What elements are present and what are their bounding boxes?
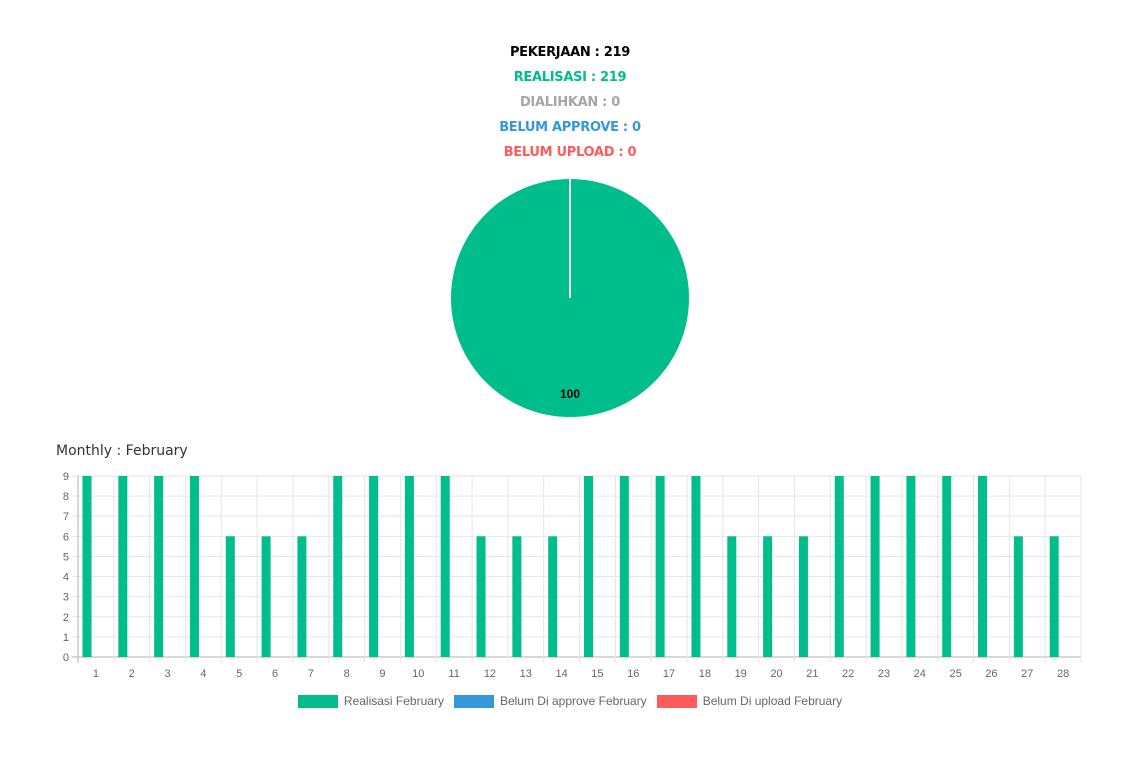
x-tick-label: 22	[842, 668, 854, 680]
x-tick-label: 10	[412, 668, 424, 680]
pie-data-label: 100	[560, 387, 580, 401]
x-tick-label: 17	[663, 668, 675, 680]
x-tick-label: 4	[200, 668, 206, 680]
bar[interactable]	[440, 476, 450, 657]
bar[interactable]	[655, 476, 665, 657]
y-tick-label: 7	[63, 511, 69, 523]
dialihkan-total: DIALIHKAN : 0	[519, 95, 621, 110]
summary-block: PEKERJAAN : 219 REALISASI : 219 DIALIHKA…	[0, 40, 1140, 165]
x-tick-label: 23	[878, 668, 890, 680]
y-tick-label: 4	[63, 572, 69, 584]
legend-swatch-belum-upload	[656, 694, 697, 708]
belum-approve-total: BELUM APPROVE : 0	[499, 120, 641, 135]
y-tick-label: 1	[63, 632, 69, 644]
legend-item-belum-upload[interactable]: Belum Di upload February	[656, 694, 843, 708]
legend-swatch-realisasi	[297, 694, 338, 708]
monthly-chart-title: Monthly : February	[56, 443, 188, 459]
bar[interactable]	[118, 476, 128, 657]
legend-swatch-belum-approve	[453, 694, 494, 708]
y-tick-label: 2	[63, 612, 69, 624]
y-tick-label: 5	[63, 551, 69, 563]
bar[interactable]	[297, 536, 307, 657]
x-tick-label: 18	[699, 668, 711, 680]
y-tick-label: 3	[63, 592, 69, 604]
x-tick-label: 3	[164, 668, 170, 680]
legend-label-belum-approve: Belum Di approve February	[499, 694, 647, 708]
x-tick-label: 13	[520, 668, 532, 680]
chart-legend: Realisasi February Belum Di approve Febr…	[0, 694, 1140, 708]
x-tick-label: 11	[448, 668, 459, 680]
bar[interactable]	[978, 476, 988, 657]
pie-chart: 100	[451, 179, 689, 417]
bar[interactable]	[870, 476, 880, 657]
legend-item-realisasi[interactable]: Realisasi February	[297, 694, 444, 708]
bar[interactable]	[834, 476, 844, 657]
bar[interactable]	[584, 476, 593, 657]
bar[interactable]	[476, 536, 486, 657]
x-tick-label: 27	[1021, 668, 1033, 680]
x-tick-label: 6	[272, 668, 278, 680]
bar[interactable]	[225, 536, 235, 657]
x-tick-label: 16	[627, 668, 639, 680]
legend-label-realisasi: Realisasi February	[343, 694, 444, 708]
bar[interactable]	[189, 476, 199, 657]
bar[interactable]	[369, 476, 379, 657]
bar[interactable]	[404, 476, 414, 657]
x-tick-label: 25	[950, 668, 962, 680]
bar[interactable]	[727, 536, 737, 657]
bar[interactable]	[691, 476, 701, 657]
bar[interactable]	[798, 536, 808, 657]
bar[interactable]	[154, 476, 164, 657]
x-tick-label: 9	[379, 668, 385, 680]
pekerjaan-total: PEKERJAAN : 219	[509, 45, 631, 60]
x-tick-label: 20	[770, 668, 782, 680]
belum-upload-total: BELUM UPLOAD : 0	[503, 145, 637, 160]
bar[interactable]	[512, 536, 522, 657]
x-tick-label: 24	[914, 668, 926, 680]
bar[interactable]	[82, 476, 92, 657]
x-tick-label: 15	[591, 668, 603, 680]
x-tick-label: 8	[344, 668, 350, 680]
x-tick-label: 28	[1057, 668, 1069, 680]
bar[interactable]	[942, 476, 952, 657]
x-tick-label: 21	[806, 668, 818, 680]
x-tick-label: 12	[484, 668, 496, 680]
y-tick-label: 9	[63, 471, 69, 483]
y-tick-label: 6	[63, 531, 69, 543]
y-tick-label: 0	[63, 652, 69, 664]
bar[interactable]	[763, 536, 773, 657]
bar[interactable]	[548, 536, 558, 657]
bar[interactable]	[619, 476, 629, 657]
x-tick-label: 2	[129, 668, 135, 680]
x-tick-label: 1	[93, 668, 99, 680]
bar[interactable]	[1049, 536, 1059, 657]
legend-label-belum-upload: Belum Di upload February	[702, 694, 843, 708]
x-tick-label: 7	[308, 668, 314, 680]
realisasi-total: REALISASI : 219	[513, 70, 627, 85]
bar[interactable]	[906, 476, 916, 657]
legend-item-belum-approve[interactable]: Belum Di approve February	[453, 694, 647, 708]
bar[interactable]	[1013, 536, 1023, 657]
x-tick-label: 26	[985, 668, 997, 680]
y-tick-label: 8	[63, 491, 69, 503]
x-tick-label: 14	[555, 668, 567, 680]
x-tick-label: 19	[735, 668, 747, 680]
bar[interactable]	[333, 476, 343, 657]
bar[interactable]	[261, 536, 271, 657]
x-tick-label: 5	[236, 668, 242, 680]
